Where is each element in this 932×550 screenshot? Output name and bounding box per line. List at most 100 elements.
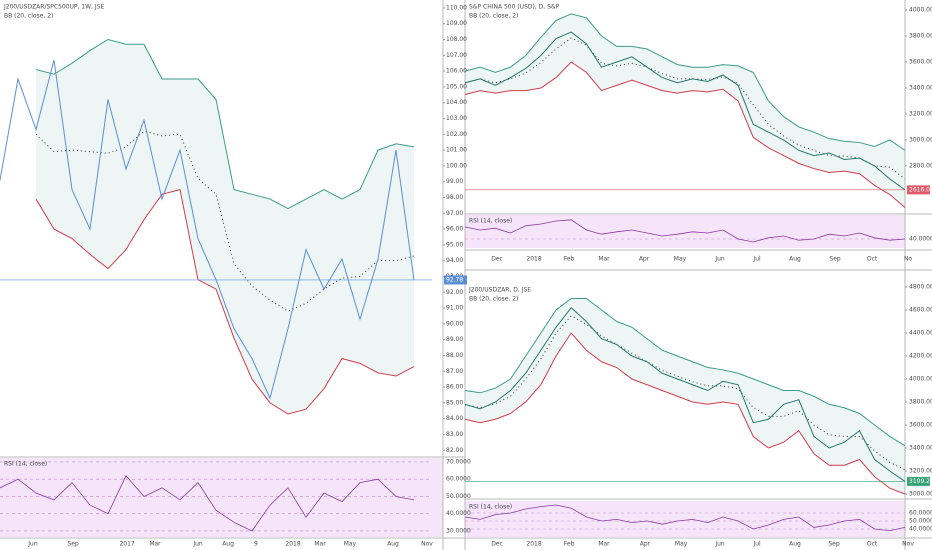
last-price-badge bbox=[907, 185, 930, 195]
x-tick-label: Sep bbox=[67, 541, 79, 548]
y-tick-label: 105.00 bbox=[446, 83, 467, 90]
y-tick-label: 97.00 bbox=[446, 210, 463, 217]
rsi-pane-bg bbox=[465, 215, 905, 248]
x-tick-label: Mar bbox=[149, 541, 161, 548]
x-tick-label: Dec bbox=[491, 541, 503, 548]
x-tick-label: 9 bbox=[254, 541, 258, 548]
y-tick-label: 104.00 bbox=[446, 99, 467, 106]
upper-line bbox=[464, 13, 906, 151]
y-tick-label: 4800.00 bbox=[909, 284, 932, 291]
x-tick-label: 2018 bbox=[285, 541, 300, 548]
x-tick-label: Aug bbox=[222, 541, 234, 548]
y-tick-label: 3400.00 bbox=[909, 444, 932, 451]
y-tick-label: 4000.00 bbox=[909, 376, 932, 383]
y-tick-label: 3800.00 bbox=[909, 32, 932, 39]
y-tick-label: 101.00 bbox=[446, 147, 467, 154]
chart-title: J200/USDZAR, D, JSE bbox=[468, 287, 531, 294]
x-tick-label: Sep bbox=[828, 541, 840, 548]
y-tick-label: 100.00 bbox=[446, 162, 467, 169]
x-tick-label: 2018 bbox=[526, 256, 541, 263]
y-tick-label: 60.0000 bbox=[446, 476, 471, 483]
y-tick-label: 109.00 bbox=[446, 20, 467, 27]
chart-title: S&P CHINA 500 (USD), D, S&P bbox=[469, 4, 560, 11]
chart-subtitle: BB (20, close, 2) bbox=[469, 296, 518, 303]
y-tick-label: 30.0000 bbox=[446, 527, 471, 534]
y-tick-label: 98.00 bbox=[446, 194, 463, 201]
x-tick-label: Feb bbox=[564, 541, 575, 548]
x-tick-label: May bbox=[675, 541, 688, 548]
y-tick-label: 4600.00 bbox=[909, 307, 932, 314]
close-line bbox=[464, 306, 906, 482]
y-tick-label: 102.00 bbox=[446, 131, 467, 138]
x-tick-label: May bbox=[344, 541, 357, 548]
y-tick-label: 3000.00 bbox=[909, 136, 932, 143]
y-tick-label: 99.00 bbox=[446, 178, 463, 185]
x-tick-label: Aug bbox=[789, 256, 801, 263]
x-tick-label: Nov bbox=[902, 541, 914, 548]
last-price-badge bbox=[907, 476, 930, 486]
y-tick-label: 106.00 bbox=[446, 68, 467, 75]
y-tick-label: 95.00 bbox=[446, 241, 463, 248]
y-tick-label: 108.00 bbox=[446, 36, 467, 43]
y-tick-label: 4400.00 bbox=[909, 330, 932, 337]
y-tick-label: 89.00 bbox=[446, 336, 463, 343]
y-tick-label: 40.0000 bbox=[446, 510, 471, 517]
y-tick-label: 87.00 bbox=[446, 368, 463, 375]
y-tick-label: 3800.00 bbox=[909, 398, 932, 405]
y-tick-label: 70.0000 bbox=[446, 458, 471, 465]
basis-line bbox=[464, 315, 906, 471]
upper-line bbox=[464, 298, 906, 447]
x-tick-label: Aug bbox=[387, 541, 399, 548]
lower-line bbox=[35, 188, 415, 415]
x-tick-label: Jul bbox=[752, 256, 761, 263]
y-tick-label: 103.00 bbox=[446, 115, 467, 122]
x-tick-label: Dec bbox=[491, 256, 503, 263]
y-tick-label: 94.00 bbox=[446, 257, 463, 264]
x-tick-label: Sep bbox=[829, 256, 841, 263]
x-tick-label: Oct bbox=[867, 256, 878, 263]
x-tick-label: Aug bbox=[789, 541, 801, 548]
y-tick-label: 4000.00 bbox=[909, 7, 932, 14]
x-tick-label: Mar bbox=[314, 541, 326, 548]
y-tick-label: 50.0000 bbox=[909, 518, 932, 525]
x-tick-label: Apr bbox=[639, 256, 650, 263]
y-tick-label: 96.00 bbox=[446, 226, 463, 233]
y-tick-label: 84.00 bbox=[446, 415, 463, 422]
x-tick-label: Apr bbox=[640, 541, 651, 548]
y-tick-label: 3600.00 bbox=[909, 58, 932, 65]
rsi-title: RSI (14, close) bbox=[469, 218, 512, 225]
last-price-label: 92.78 bbox=[446, 276, 463, 283]
rsi-line bbox=[0, 475, 415, 532]
band-fill bbox=[465, 13, 905, 208]
y-tick-label: 110.00 bbox=[446, 4, 467, 11]
y-tick-label: 92.00 bbox=[446, 289, 463, 296]
y-tick-label: 86.00 bbox=[446, 384, 463, 391]
x-tick-label: 2017 bbox=[119, 541, 134, 548]
x-tick-label: May bbox=[674, 256, 687, 263]
y-tick-label: 60.0000 bbox=[909, 510, 932, 517]
y-tick-label: 85.00 bbox=[446, 399, 463, 406]
y-tick-label: 2800.00 bbox=[909, 162, 932, 169]
rsi-title: RSI (14, close) bbox=[4, 461, 47, 468]
chart-subtitle: BB (20, close, 2) bbox=[469, 13, 518, 20]
y-tick-label: 83.00 bbox=[446, 431, 463, 438]
y-tick-label: 3200.00 bbox=[909, 110, 932, 117]
last-price-label: 3109.28 bbox=[909, 478, 932, 485]
x-tick-label: Jun bbox=[714, 541, 725, 548]
y-tick-label: 90.00 bbox=[446, 320, 463, 327]
x-tick-label: 2018 bbox=[526, 541, 541, 548]
x-tick-label: Jun bbox=[192, 541, 203, 548]
y-tick-label: 3600.00 bbox=[909, 421, 932, 428]
x-tick-label: No bbox=[904, 256, 912, 263]
chart-title: J200/USDZAR/SPC500UP, 1W, JSE bbox=[3, 4, 105, 11]
rsi-title: RSI (14, close) bbox=[469, 504, 512, 511]
y-tick-label: 3400.00 bbox=[909, 84, 932, 91]
x-tick-label: Mar bbox=[598, 256, 610, 263]
close-line bbox=[464, 31, 906, 191]
x-tick-label: Jul bbox=[752, 541, 761, 548]
chart-subtitle: BB (20, close, 2) bbox=[4, 13, 53, 20]
y-tick-label: 40.0000 bbox=[909, 526, 932, 533]
y-tick-label: 4200.00 bbox=[909, 353, 932, 360]
